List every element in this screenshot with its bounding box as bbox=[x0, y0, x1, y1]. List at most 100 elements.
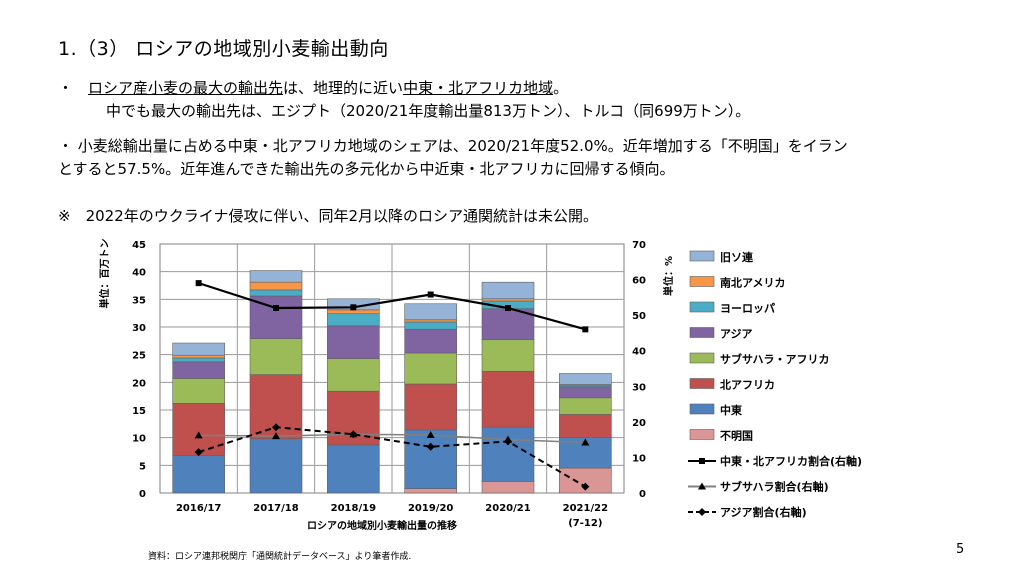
bar-segment bbox=[327, 325, 380, 359]
bar-segment bbox=[404, 303, 457, 321]
legend-label: 旧ソ連 bbox=[720, 250, 754, 264]
legend-label: サブサハラ・アフリカ bbox=[720, 352, 830, 366]
line-marker bbox=[272, 423, 280, 432]
line-marker bbox=[194, 448, 203, 457]
line-marker bbox=[195, 280, 202, 287]
bullet-1: ・ ロシア産小麦の最大の輸出先は、地理的に近い中東・北アフリカ地域。 bbox=[58, 77, 568, 99]
line-marker bbox=[504, 437, 512, 446]
bullet-1-mid: は、地理的に近い bbox=[283, 79, 404, 97]
line-marker bbox=[272, 432, 280, 440]
x-tick-sublabel: (7-12) bbox=[568, 518, 602, 529]
bar-segment bbox=[249, 438, 303, 494]
bar-segment bbox=[404, 429, 457, 489]
bar-segment bbox=[481, 426, 535, 482]
line-marker bbox=[194, 431, 203, 439]
bar-segment bbox=[404, 321, 457, 330]
y-tick-label: 0 bbox=[139, 489, 146, 500]
x-tick-label: 2019/20 bbox=[408, 503, 453, 514]
x-tick-label: 2016/17 bbox=[176, 503, 221, 514]
y-tick-label: 15 bbox=[132, 406, 146, 417]
y-tick-label: 25 bbox=[132, 351, 146, 362]
bar-segment bbox=[249, 289, 303, 297]
bar-segment bbox=[404, 328, 457, 354]
line-marker bbox=[582, 326, 589, 333]
grid-layer bbox=[159, 243, 625, 494]
line-marker bbox=[273, 305, 279, 312]
bar-segment bbox=[327, 358, 380, 392]
y-tick-label: 20 bbox=[132, 378, 146, 389]
legend-layer: 旧ソ連南北アメリカヨーロッパアジアサブサハラ・アフリカ北アフリカ中東不明国中東・… bbox=[688, 250, 862, 519]
legend-marker bbox=[698, 482, 706, 490]
legend-label: ヨーロッパ bbox=[720, 302, 775, 315]
bar-segment bbox=[481, 298, 535, 302]
note: ※ 2022年のウクライナ侵攻に伴い、同年2月以降のロシア通関統計は未公開。 bbox=[58, 207, 598, 225]
line-marker bbox=[581, 482, 590, 491]
line-marker bbox=[426, 442, 435, 451]
legend-label: 北アフリカ bbox=[720, 378, 775, 392]
legend-label: 不明国 bbox=[720, 430, 753, 443]
x-tick-label: 2017/18 bbox=[253, 503, 298, 514]
legend-swatch bbox=[689, 301, 715, 313]
legend-swatch bbox=[689, 250, 715, 262]
bullet-1-underlined: ロシア産小麦の最大の輸出先 bbox=[88, 79, 284, 97]
bar-segment bbox=[249, 270, 303, 283]
bar-segment bbox=[172, 361, 225, 379]
bullet-1-line-2: 中でも最大の輸出先は、エジプト（2020/21年度輸出量813万トン）、トルコ（… bbox=[106, 102, 751, 120]
bar-segment bbox=[172, 455, 225, 494]
bullet-2-line-1: ・ 小麦総輸出量に占める中東・北アフリカ地域のシェアは、2020/21年度52.… bbox=[58, 137, 848, 155]
bar-segment bbox=[327, 309, 380, 315]
y2-tick-label: 60 bbox=[632, 276, 646, 287]
legend-swatch bbox=[689, 276, 715, 287]
legend-label: 南北アメリカ bbox=[720, 276, 785, 290]
line-marker bbox=[350, 304, 357, 311]
y-axis-title: 単位：百万トン bbox=[98, 239, 111, 309]
bullet-1-end: 。 bbox=[553, 79, 569, 97]
source-note: 資料：ロシア連邦税関庁「通関統計データベース」より筆者作成. bbox=[148, 552, 412, 562]
y-tick-label: 45 bbox=[132, 240, 146, 251]
bar-segment bbox=[172, 342, 225, 356]
page-number: 5 bbox=[956, 542, 965, 557]
line-marker bbox=[427, 291, 434, 298]
y2-tick-label: 30 bbox=[632, 382, 646, 393]
legend-swatch bbox=[689, 352, 715, 364]
y2-axis-title: 単位：% bbox=[662, 256, 675, 296]
y2-tick-label: 70 bbox=[632, 240, 646, 251]
slide-title: 1.（3） ロシアの地域別小麦輸出動向 bbox=[58, 38, 389, 60]
bar-segment bbox=[172, 403, 225, 456]
bullet-1-mark: ・ bbox=[58, 79, 74, 97]
x-tick-label: 2018/19 bbox=[331, 503, 376, 514]
bar-segment bbox=[327, 313, 380, 327]
bar-segment bbox=[172, 357, 225, 363]
legend-swatch bbox=[689, 403, 715, 415]
x-tick-label: 2021/22 bbox=[563, 503, 608, 514]
share-line bbox=[198, 282, 586, 331]
y2-tick-label: 50 bbox=[632, 311, 646, 322]
y-tick-label: 30 bbox=[132, 323, 146, 334]
bar-segment bbox=[404, 383, 457, 431]
bar-segment bbox=[481, 481, 535, 494]
line-layer bbox=[194, 280, 590, 491]
line-marker bbox=[581, 438, 590, 446]
bullet-1-underlined-2: 中東・北アフリカ地域 bbox=[403, 79, 554, 97]
bar-segment bbox=[404, 352, 457, 385]
line-marker bbox=[349, 430, 358, 439]
bar-layer bbox=[172, 270, 612, 494]
bullet-2-line-2: とすると57.5%。近年進んできた輸出先の多元化から中近東・北アフリカに回帰する… bbox=[58, 160, 675, 178]
bar-segment bbox=[404, 488, 457, 494]
x-tick-label: 2020/21 bbox=[485, 503, 530, 514]
y2-tick-label: 0 bbox=[639, 489, 646, 500]
x-axis-title: ロシアの地域別小麦輸出量の推移 bbox=[307, 519, 457, 532]
bar-segment bbox=[559, 397, 612, 415]
legend-marker bbox=[698, 508, 706, 516]
legend-swatch bbox=[689, 327, 715, 338]
bar-segment bbox=[327, 444, 380, 494]
bar-segment bbox=[559, 373, 612, 385]
legend-swatch bbox=[689, 378, 715, 389]
line-marker bbox=[505, 305, 511, 312]
y-tick-label: 40 bbox=[132, 268, 146, 279]
bar-segment bbox=[249, 281, 303, 291]
bar-segment bbox=[481, 370, 535, 428]
y2-tick-label: 20 bbox=[632, 418, 646, 429]
bar-segment bbox=[172, 354, 225, 359]
